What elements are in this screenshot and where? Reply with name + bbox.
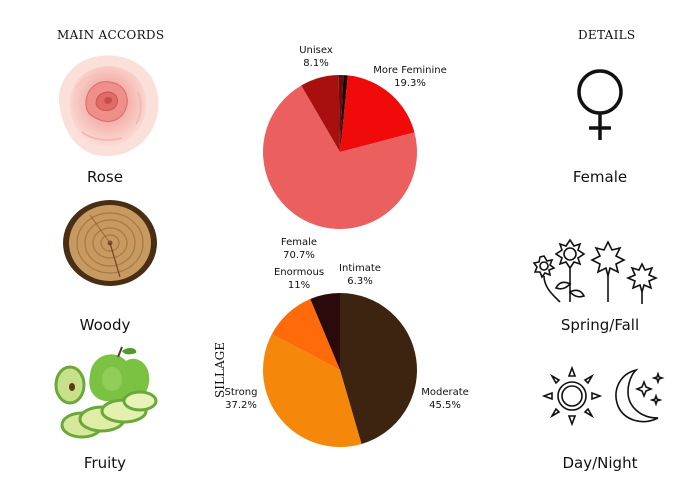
sillage-slice-intimate (310, 293, 340, 370)
sillage-slice-enormous (271, 298, 340, 370)
gender-slice-more-feminine (340, 75, 415, 152)
detail-label-day-night: Day/Night (562, 454, 638, 472)
gender-slice-female (262, 85, 417, 230)
sillage-label-enormous-value: 11% (288, 280, 310, 291)
main-accords-heading: MAIN ACCORDS (57, 28, 165, 42)
sillage-label-intimate-value: 6.3% (347, 276, 372, 287)
sillage-label-moderate-value: 45.5% (429, 400, 461, 411)
sillage-label-moderate-name: Moderate (421, 387, 469, 398)
gender-slice-unlabeled-4 (340, 75, 348, 152)
gender-label-more-feminine-name: More Feminine (373, 65, 446, 76)
accord-label-fruity: Fruity (83, 454, 127, 472)
sillage-slice-strong (263, 334, 362, 447)
flowers-leaves-icon (532, 238, 659, 304)
rose-flower-icon (58, 55, 159, 157)
sillage-label-enormous-name: Enormous (274, 267, 324, 278)
accord-label-rose: Rose (87, 168, 123, 186)
gender-label-female-name: Female (281, 237, 317, 248)
sillage-label-intimate-name: Intimate (339, 263, 381, 274)
gender-label-more-feminine-value: 19.3% (394, 78, 426, 89)
sillage-chart-title: SILLAGE (215, 342, 227, 398)
sillage-label-strong-name: Strong (225, 387, 258, 398)
green-apple-icon (54, 346, 158, 439)
female-symbol-icon (577, 69, 623, 140)
details-heading: DETAILS (578, 28, 636, 42)
gender-label-female-value: 70.7% (283, 250, 315, 261)
gender-label-unisex-name: Unisex (299, 45, 333, 56)
detail-label-female: Female (572, 168, 628, 186)
accord-label-woody: Woody (79, 316, 131, 334)
sillage-slice-moderate (340, 293, 417, 444)
wood-slice-icon (63, 200, 157, 286)
gender-slice-unisex (301, 75, 340, 152)
sillage-label-strong-value: 37.2% (225, 400, 257, 411)
sun-moon-icon (541, 365, 665, 427)
detail-label-spring-fall: Spring/Fall (560, 316, 640, 334)
pie-charts: More Feminine 19.3% Female 70.7% Unisex 8.1% M… (215, 45, 469, 447)
gender-slice-unlabeled-3 (338, 74, 344, 152)
gender-label-unisex-value: 8.1% (303, 58, 328, 69)
